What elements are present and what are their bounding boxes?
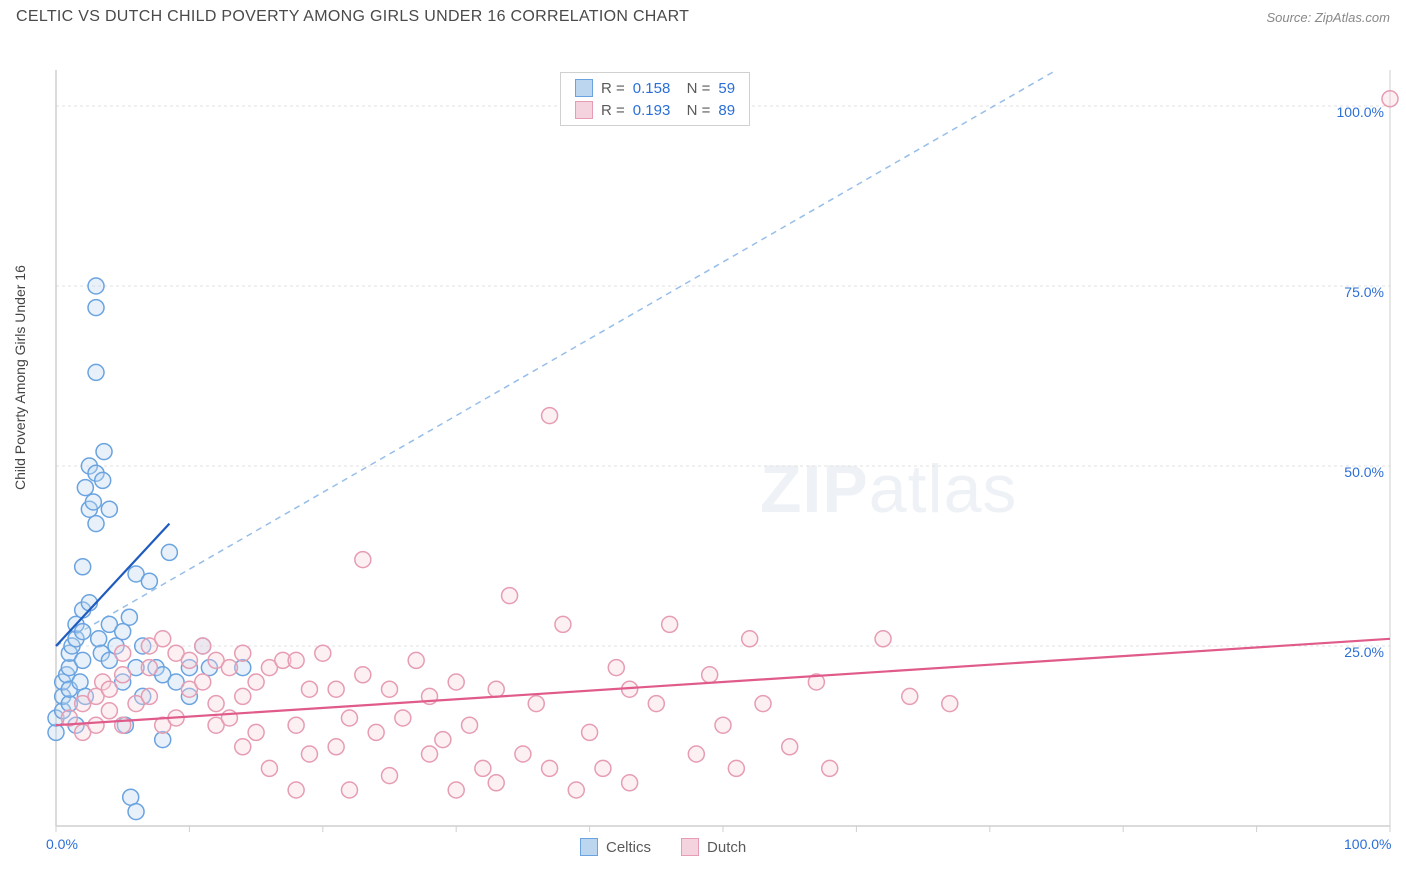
y-axis-label: Child Poverty Among Girls Under 16 [12, 265, 28, 490]
chart-title: CELTIC VS DUTCH CHILD POVERTY AMONG GIRL… [16, 8, 689, 26]
legend-item-celtics[interactable]: Celtics [580, 838, 651, 856]
legend-row-celtics: R = 0.158 N = 59 [575, 77, 735, 99]
source-prefix: Source: [1266, 10, 1314, 25]
dutch-n-value: 89 [718, 102, 735, 119]
dutch-swatch [575, 101, 593, 119]
celtics-r-value: 0.158 [633, 80, 671, 97]
legend-n-label: N = [678, 80, 710, 97]
dutch-r-value: 0.193 [633, 102, 671, 119]
legend-r-label: R = [601, 102, 625, 119]
scatter-chart-svg [0, 30, 1406, 860]
correlation-legend: R = 0.158 N = 59 R = 0.193 N = 89 [560, 72, 750, 126]
celtics-swatch [575, 79, 593, 97]
dutch-swatch-icon [681, 838, 699, 856]
legend-r-label: R = [601, 80, 625, 97]
series-legend: Celtics Dutch [580, 838, 746, 856]
y-tick-label: 50.0% [1344, 464, 1384, 480]
y-tick-label: 25.0% [1344, 644, 1384, 660]
y-tick-label: 75.0% [1344, 284, 1384, 300]
legend-n-label: N = [678, 102, 710, 119]
source-attribution: Source: ZipAtlas.com [1266, 10, 1390, 25]
legend-item-dutch[interactable]: Dutch [681, 838, 746, 856]
legend-label-celtics: Celtics [606, 839, 651, 856]
chart-container: ZIPatlas Child Poverty Among Girls Under… [0, 30, 1406, 850]
chart-header: CELTIC VS DUTCH CHILD POVERTY AMONG GIRL… [0, 0, 1406, 30]
celtics-n-value: 59 [718, 80, 735, 97]
legend-row-dutch: R = 0.193 N = 89 [575, 99, 735, 121]
x-tick-label: 100.0% [1344, 836, 1391, 852]
y-tick-label: 100.0% [1337, 104, 1384, 120]
x-tick-label: 0.0% [46, 836, 78, 852]
legend-label-dutch: Dutch [707, 839, 746, 856]
source-name: ZipAtlas.com [1315, 10, 1390, 25]
celtics-swatch-icon [580, 838, 598, 856]
